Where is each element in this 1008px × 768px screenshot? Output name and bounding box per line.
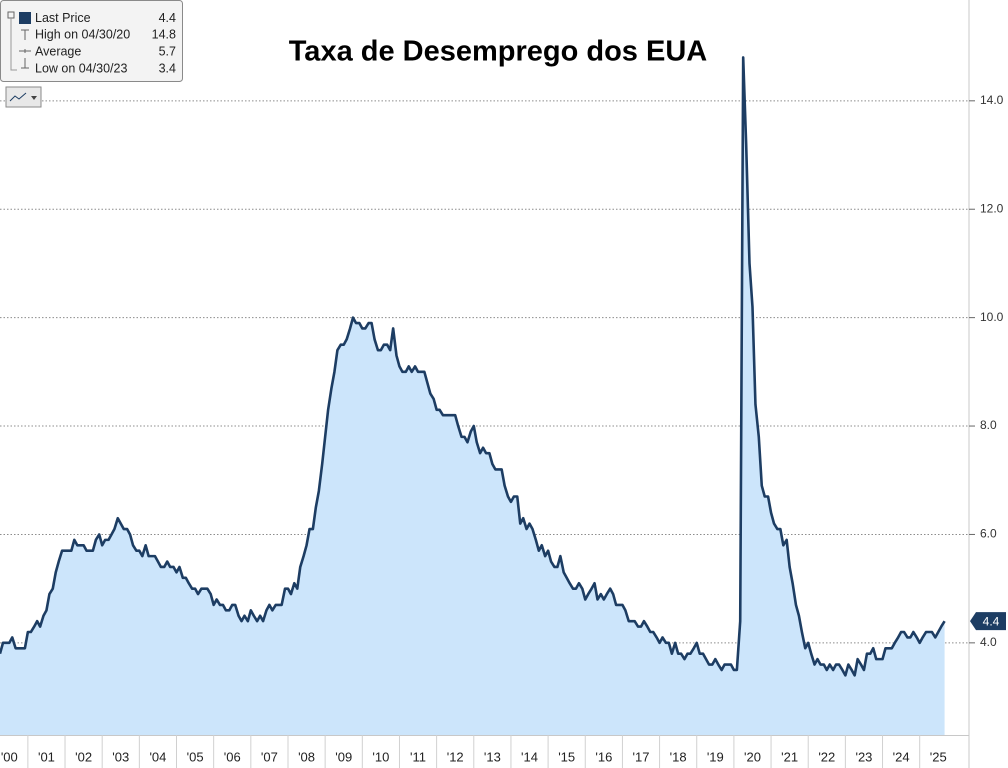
legend-box (0, 0, 183, 82)
y-tick-label: 10.0 (980, 310, 1004, 324)
area (0, 57, 945, 735)
x-tick-label: '11 (410, 749, 426, 764)
legend-low-icon (21, 58, 29, 69)
legend-value: 14.8 (152, 27, 176, 41)
y-tick-label: 8.0 (980, 418, 997, 432)
legend-label: Average (35, 44, 81, 58)
x-tick-label: '15 (558, 749, 575, 764)
chart-type-arrow (31, 96, 37, 100)
x-tick-label: '25 (930, 749, 947, 764)
legend: Last Price 4.4 High on 04/30/20 14.8 Average… (0, 0, 183, 108)
x-tick-label: '20 (744, 749, 761, 764)
chart-type-button[interactable] (5, 86, 42, 108)
x-tick-label: '23 (855, 749, 872, 764)
x-tick-label: '22 (818, 749, 835, 764)
x-tick-label: '16 (595, 749, 612, 764)
line (0, 56, 946, 677)
legend-high-icon (21, 29, 29, 40)
x-tick-label: '14 (521, 749, 538, 764)
chart-title: Taxa de Desemprego dos EUA (289, 36, 708, 68)
y-tick-label: 12.0 (980, 201, 1004, 215)
x-tick-label: '17 (633, 749, 650, 764)
x-tick-label: '18 (670, 749, 687, 764)
legend-swatch (19, 12, 31, 24)
x-tick-label: '12 (447, 749, 464, 764)
last-value-tag (970, 612, 1006, 631)
x-tick-label: '10 (372, 749, 389, 764)
x-tick-label: '19 (707, 749, 724, 764)
chart-type-icon (9, 92, 27, 102)
legend-value: 3.4 (159, 61, 176, 75)
legend-label: Last Price (35, 11, 91, 25)
y-tick-label: 14.0 (980, 93, 1004, 107)
x-tick-label: '09 (335, 749, 352, 764)
x-tick-label: '03 (112, 749, 129, 764)
legend-value: 5.7 (159, 44, 176, 58)
x-tick-label: '01 (38, 749, 55, 764)
plot (0, 56, 946, 735)
legend-value: 4.4 (159, 11, 176, 25)
x-tick-label: '08 (298, 749, 315, 764)
x-tick-label: '04 (149, 749, 166, 764)
axes: 4.0 6.0 8.0 10.0 12.0 14.0 '00 '01 '02 '03 '04 '05 '… (1, 93, 1006, 768)
y-tick-label: 6.0 (980, 527, 997, 541)
y-tick-label: 4.0 (980, 635, 997, 649)
x-tick-label: '06 (224, 749, 241, 764)
x-tick-label: '07 (261, 749, 278, 764)
last-value-label: 4.4 (983, 614, 1000, 628)
x-tick-label: '00 (1, 749, 18, 764)
x-tick-label: '21 (781, 749, 798, 764)
x-tick-label: '24 (893, 749, 910, 764)
legend-label: Low on 04/30/23 (35, 61, 127, 75)
legend-tree (10, 18, 17, 71)
x-tick-label: '13 (484, 749, 501, 764)
x-tick-label: '02 (75, 749, 92, 764)
legend-label: High on 04/30/20 (35, 27, 130, 41)
x-tick-label: '05 (187, 749, 204, 764)
legend-average-icon (19, 49, 31, 53)
